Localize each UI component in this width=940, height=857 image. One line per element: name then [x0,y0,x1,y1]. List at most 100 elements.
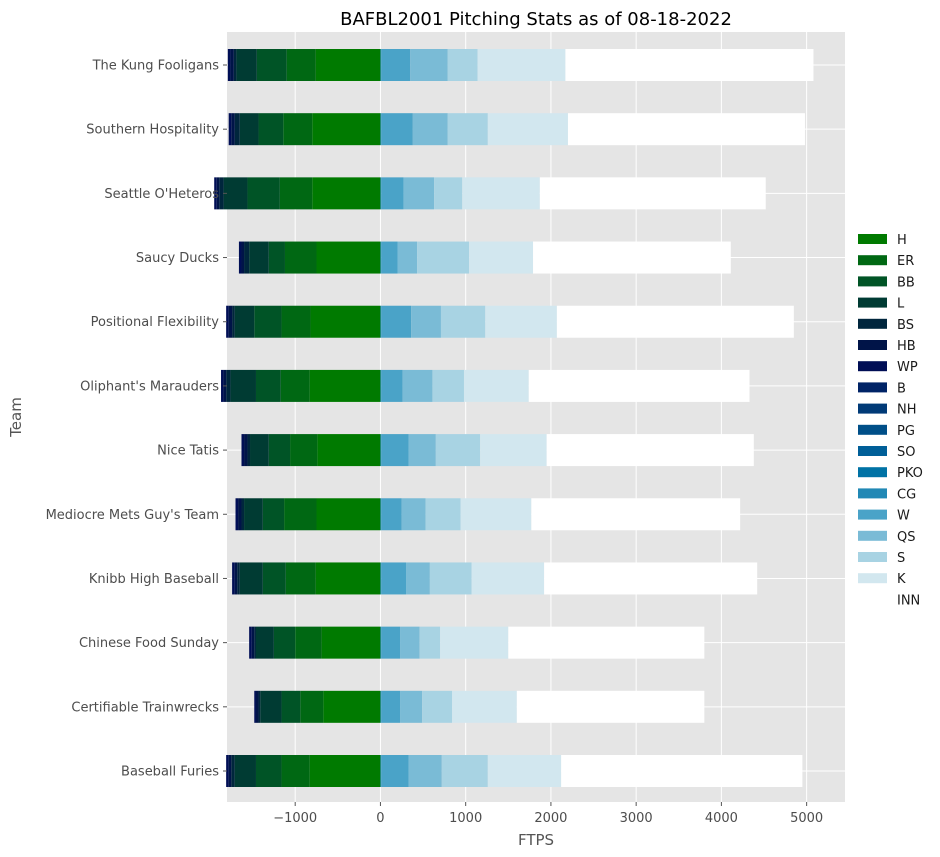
x-axis-label: FTPS [518,831,554,849]
bar-bs [234,113,240,146]
bar-hb [238,498,242,531]
bar-cg [380,305,382,338]
bar-w [381,498,402,531]
bar-cg [380,369,382,402]
bar-cg [380,177,382,210]
bar-w [381,241,398,274]
bar-l [236,49,257,81]
bar-l [244,498,263,531]
bar-er [300,690,324,723]
bar-s [425,498,461,531]
y-tick-label: Seattle O'Heteros [104,187,219,202]
bar-qs [403,177,435,210]
bar-l [239,562,263,595]
bar-w [381,113,413,146]
bar-k [487,113,568,146]
bar-w [381,626,401,659]
bar-bs [231,755,235,787]
bar-s [434,177,463,210]
bar-k [480,434,547,467]
bar-wp [221,369,224,402]
bar-inn [531,498,741,531]
legend-swatch-s [858,552,887,562]
legend-label: H [897,233,907,248]
bar-cg [380,49,382,81]
legend-swatch-pko [858,467,887,478]
bar-w [381,690,401,723]
legend-label: SO [897,445,915,460]
legend-swatch-hb [858,340,887,350]
bar-bb [254,305,282,338]
bar-k [440,626,509,659]
bar-hb [216,177,220,210]
bar-bs [258,690,261,723]
bar-h [316,498,381,531]
y-tick-label: Knibb High Baseball [89,572,219,587]
bar-bs [254,626,256,659]
bar-wp [249,626,252,659]
bar-hb [230,49,234,81]
bar-bs [232,305,235,338]
legend-swatch-cg [858,488,887,499]
bar-bb [281,690,301,723]
legend-label: W [897,509,910,524]
bar-k [462,177,540,210]
legend-label: K [897,572,906,587]
bar-er [281,305,311,338]
bar-l [230,369,256,402]
bar-l [260,690,282,723]
bar-h [309,755,381,787]
x-tick-label: −1000 [273,811,317,826]
bar-cg [380,755,382,787]
bar-h [315,49,381,81]
bar-l [239,113,259,146]
bar-inn [567,113,805,146]
bar-s [435,434,481,467]
bar-bb [255,755,282,787]
bar-l [250,434,269,467]
legend-label: HB [897,339,916,354]
legend-swatch-w [858,509,887,520]
bar-inn [556,305,794,338]
bar-cg [380,434,382,467]
bar-bb [268,241,285,274]
plot-background [227,32,845,802]
bar-qs [411,305,441,338]
legend-swatch-nh [858,403,887,414]
legend-label: B [897,381,906,396]
bar-wp [241,434,245,467]
x-tick-label: 0 [376,811,384,826]
bar-bb [255,369,281,402]
x-tick-label: 4000 [705,811,738,826]
bar-bb [258,113,284,146]
bar-w [381,755,409,787]
bar-wp [226,305,229,338]
bar-er [280,369,310,402]
bar-k [477,49,566,81]
bar-er [279,177,313,210]
bar-s [432,369,464,402]
bar-inn [546,434,754,467]
bar-er [285,562,316,595]
bar-k [460,498,532,531]
bar-inn [561,755,803,787]
bar-s [429,562,472,595]
bar-s [447,113,488,146]
bar-wp [232,562,235,595]
legend-swatch-k [858,573,887,584]
bar-cg [380,562,382,595]
legend-swatch-inn [858,594,887,605]
bar-er [281,755,310,787]
bar-qs [400,626,420,659]
bar-cg [380,498,382,531]
bar-er [286,49,316,81]
bar-qs [401,498,426,531]
bar-hb [241,241,245,274]
bar-qs [408,434,436,467]
legend-swatch-h [858,234,887,244]
bar-er [290,434,318,467]
bar-l [223,177,248,210]
bar-w [381,305,412,338]
bar-er [284,498,317,531]
